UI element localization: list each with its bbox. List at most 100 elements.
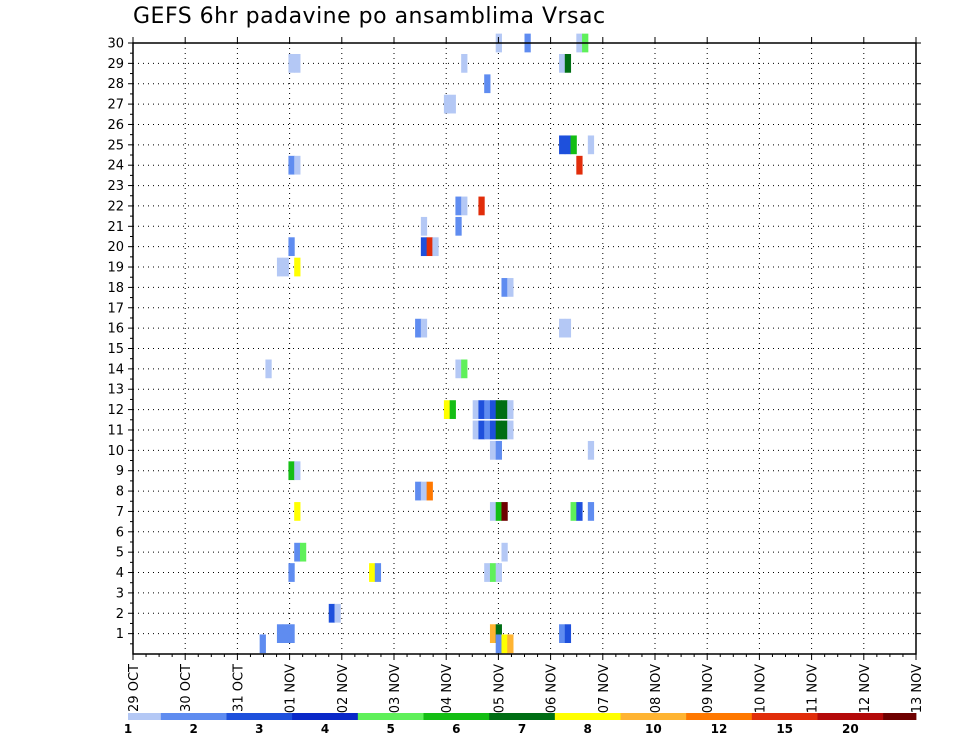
x-tick-label: 07 NOV: [597, 664, 612, 713]
colorbar-segment: [587, 713, 621, 720]
colorbar-segment: [456, 713, 490, 720]
x-tick-label: 13 NOV: [910, 664, 925, 713]
colorbar-label: 3: [255, 722, 263, 736]
precip-cell: [495, 502, 502, 521]
precip-cell: [415, 318, 422, 338]
y-tick-label: 14: [107, 362, 124, 377]
precip-cell: [478, 420, 485, 440]
x-tick-label: 02 NOV: [336, 664, 351, 713]
precip-cell: [501, 502, 508, 521]
precip-cell: [576, 502, 583, 521]
precip-cell: [294, 257, 301, 277]
y-tick-label: 28: [107, 77, 124, 92]
precip-cell: [489, 624, 497, 644]
x-tick-label: 11 NOV: [806, 664, 821, 713]
precip-cell: [461, 359, 468, 379]
precip-cell: [564, 53, 572, 73]
colorbar-segment: [128, 713, 162, 720]
precip-cell: [288, 155, 295, 175]
precip-cell: [288, 461, 295, 481]
y-tick-label: 3: [116, 586, 124, 601]
precip-cell: [420, 318, 428, 338]
colorbar-segment: [850, 713, 884, 720]
colorbar-segment: [620, 713, 654, 720]
y-tick-label: 21: [107, 220, 124, 235]
colorbar-label: 4: [321, 722, 329, 736]
precip-cell: [282, 624, 289, 644]
y-tick-label: 1: [116, 627, 124, 642]
chart-title: GEFS 6hr padavine po ansamblima Vrsac: [133, 4, 606, 29]
x-tick-label: 30 OCT: [179, 664, 194, 712]
y-tick-label: 30: [107, 37, 124, 52]
colorbar-segment: [653, 713, 687, 720]
colorbar-segment: [390, 713, 424, 720]
x-tick-label: 08 NOV: [649, 664, 664, 713]
colorbar-segment: [423, 713, 457, 720]
y-tick-label: 27: [107, 98, 124, 113]
colorbar-label: 10: [645, 722, 662, 736]
y-tick-label: 20: [107, 240, 124, 255]
colorbar-label: 7: [518, 722, 526, 736]
precip-cell: [369, 563, 376, 582]
precip-cell: [426, 237, 433, 257]
precip-cell: [495, 440, 502, 460]
precip-cell: [455, 359, 462, 379]
colorbar-segment: [160, 713, 195, 720]
precip-cell: [282, 257, 289, 277]
colorbar-label: 2: [189, 722, 197, 736]
colorbar-segment: [489, 713, 523, 720]
precip-cell: [472, 400, 479, 419]
precip-cell: [294, 502, 301, 521]
precip-cell: [334, 603, 341, 623]
precip-cell: [564, 318, 572, 338]
y-tick-label: 29: [107, 57, 124, 72]
y-tick-label: 5: [116, 546, 124, 561]
y-tick-label: 2: [116, 607, 124, 622]
y-tick-label: 24: [107, 159, 124, 174]
colorbar-label: 5: [386, 722, 394, 736]
precip-cell: [576, 155, 583, 175]
precip-cell: [495, 400, 502, 419]
precip-cell: [449, 400, 456, 419]
precip-cell: [449, 94, 456, 114]
y-tick-label: 25: [107, 138, 124, 153]
y-tick-label: 16: [107, 322, 124, 337]
precip-cell: [587, 440, 595, 460]
precip-cell: [461, 53, 468, 73]
precip-cell: [507, 400, 514, 419]
precip-cell: [288, 237, 295, 257]
colorbar-segment: [325, 713, 359, 720]
precip-cell: [276, 257, 284, 277]
precip-cell: [489, 440, 497, 460]
y-tick-label: 18: [107, 281, 124, 296]
precip-cell: [294, 155, 301, 175]
precip-cell: [489, 400, 497, 419]
precip-cell: [299, 542, 307, 562]
precip-cell: [294, 461, 301, 481]
precip-cell: [559, 53, 566, 73]
precip-cell: [443, 94, 451, 114]
y-tick-label: 15: [107, 342, 124, 357]
precip-cell: [559, 624, 566, 644]
y-tick-label: 10: [107, 444, 124, 459]
precip-cell: [420, 237, 428, 257]
x-tick-label: 01 NOV: [284, 664, 299, 713]
precip-cell: [507, 278, 514, 297]
precip-cell: [455, 216, 462, 236]
x-tick-label: 05 NOV: [492, 664, 507, 713]
x-tick-label: 09 NOV: [701, 664, 716, 713]
precip-cell: [443, 400, 451, 419]
y-tick-label: 11: [107, 423, 124, 438]
precip-cell: [265, 359, 272, 379]
precip-cell: [259, 634, 266, 654]
precip-cell: [294, 53, 301, 73]
precip-cell: [426, 481, 433, 501]
precip-cell: [472, 420, 479, 440]
precip-cell: [489, 420, 497, 440]
precip-cell: [587, 135, 595, 155]
precip-cell: [507, 634, 514, 654]
colorbar-segment: [292, 713, 326, 720]
precip-cell: [484, 563, 491, 582]
precip-cell: [276, 624, 284, 644]
